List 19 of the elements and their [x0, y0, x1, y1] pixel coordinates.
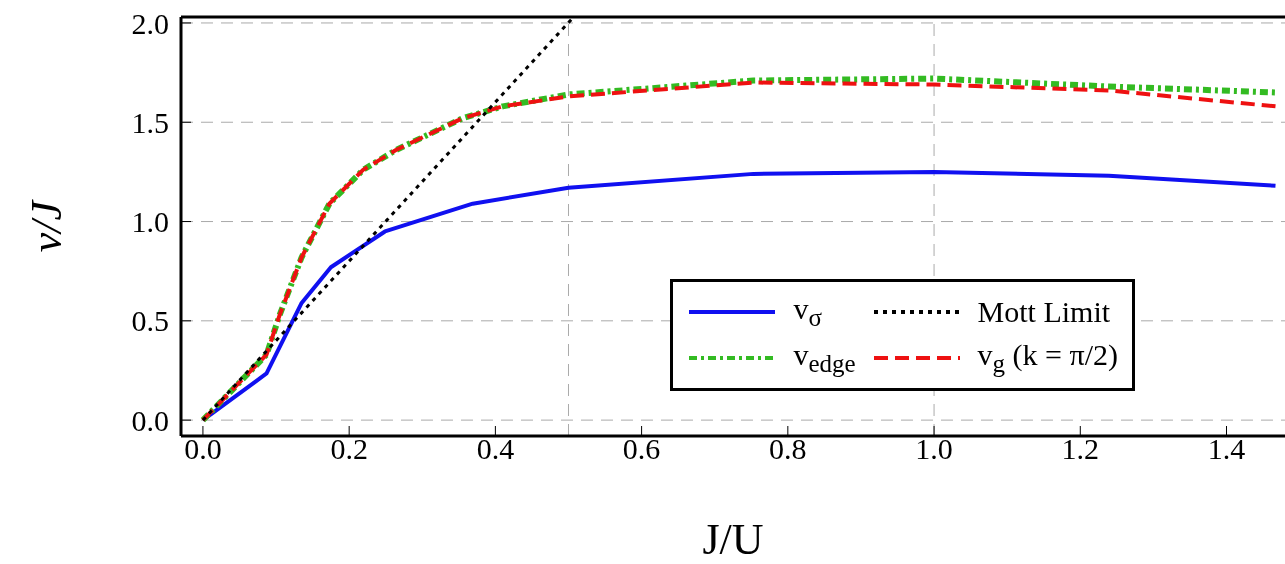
x-tick-label: 0.6	[622, 432, 661, 466]
x-tick-label: 1.0	[915, 432, 953, 466]
y-tick-label: 1.5	[131, 105, 169, 139]
legend-label: v$_{σ}$	[793, 292, 823, 332]
x-tick-label: 1.2	[1061, 432, 1100, 466]
legend-label: v$_{edge}$	[793, 338, 856, 378]
x-tick-label: 0.0	[184, 432, 222, 466]
y-tick-label: 1.0	[131, 205, 169, 239]
x-tick-label: 0.4	[476, 432, 515, 466]
legend-label: Mott Limit	[977, 295, 1112, 329]
legend-label: v$_{g}$ (k = π/2)	[977, 338, 1118, 378]
y-tick-label: 2.0	[131, 6, 169, 40]
y-tick-label: 0.0	[131, 403, 169, 437]
x-axis-title: J/U	[702, 515, 764, 564]
y-axis-title: v/J	[21, 198, 71, 253]
y-tick-label: 0.5	[131, 304, 169, 338]
x-tick-label: 0.2	[330, 432, 368, 466]
x-tick-label: 0.8	[769, 432, 807, 466]
x-tick-label: 1.4	[1207, 432, 1246, 466]
